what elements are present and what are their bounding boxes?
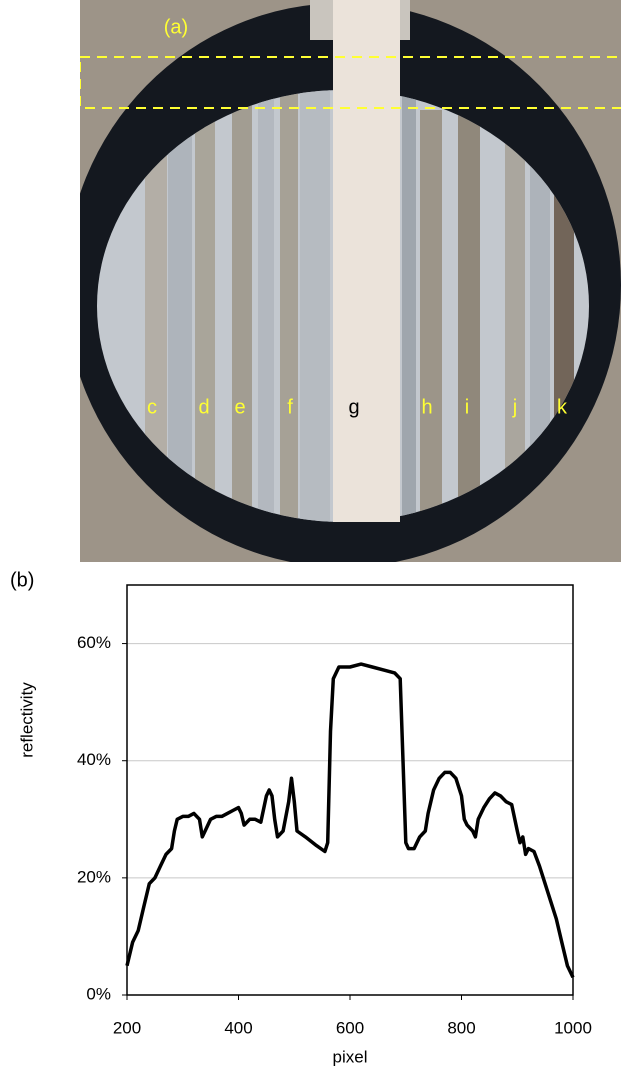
bright-stripe — [333, 0, 400, 522]
stripe-label: c — [147, 396, 157, 418]
roi-box — [80, 56, 621, 109]
stripe-label: d — [198, 396, 209, 418]
stripe-label: h — [421, 396, 432, 418]
stripe-label: f — [287, 396, 293, 418]
stripe-label: j — [512, 396, 517, 418]
y-tick-label: 20% — [77, 867, 111, 886]
stripe-label: k — [557, 396, 568, 418]
photo: (a) c d e f g h i j k — [80, 0, 621, 562]
x-axis-label: pixel — [333, 1047, 368, 1066]
x-tick-label: 600 — [336, 1018, 364, 1037]
stripe-label: g — [348, 396, 359, 418]
plot-frame — [126, 584, 574, 996]
stripe-label: i — [465, 396, 469, 418]
x-tick-label: 800 — [447, 1018, 475, 1037]
stripe-label: e — [234, 396, 245, 418]
y-axis-label: reflectivity — [17, 682, 36, 758]
y-tick-label: 0% — [86, 984, 111, 1003]
y-tick-label: 60% — [77, 633, 111, 652]
x-tick-label: 200 — [113, 1018, 141, 1037]
panel-label: (b) — [10, 569, 34, 591]
x-tick-label: 400 — [224, 1018, 252, 1037]
y-tick-label: 40% — [77, 750, 111, 769]
panel-label: (a) — [164, 16, 188, 38]
x-tick-label: 1000 — [554, 1018, 592, 1037]
stripes — [145, 90, 574, 522]
data-line — [125, 662, 575, 979]
